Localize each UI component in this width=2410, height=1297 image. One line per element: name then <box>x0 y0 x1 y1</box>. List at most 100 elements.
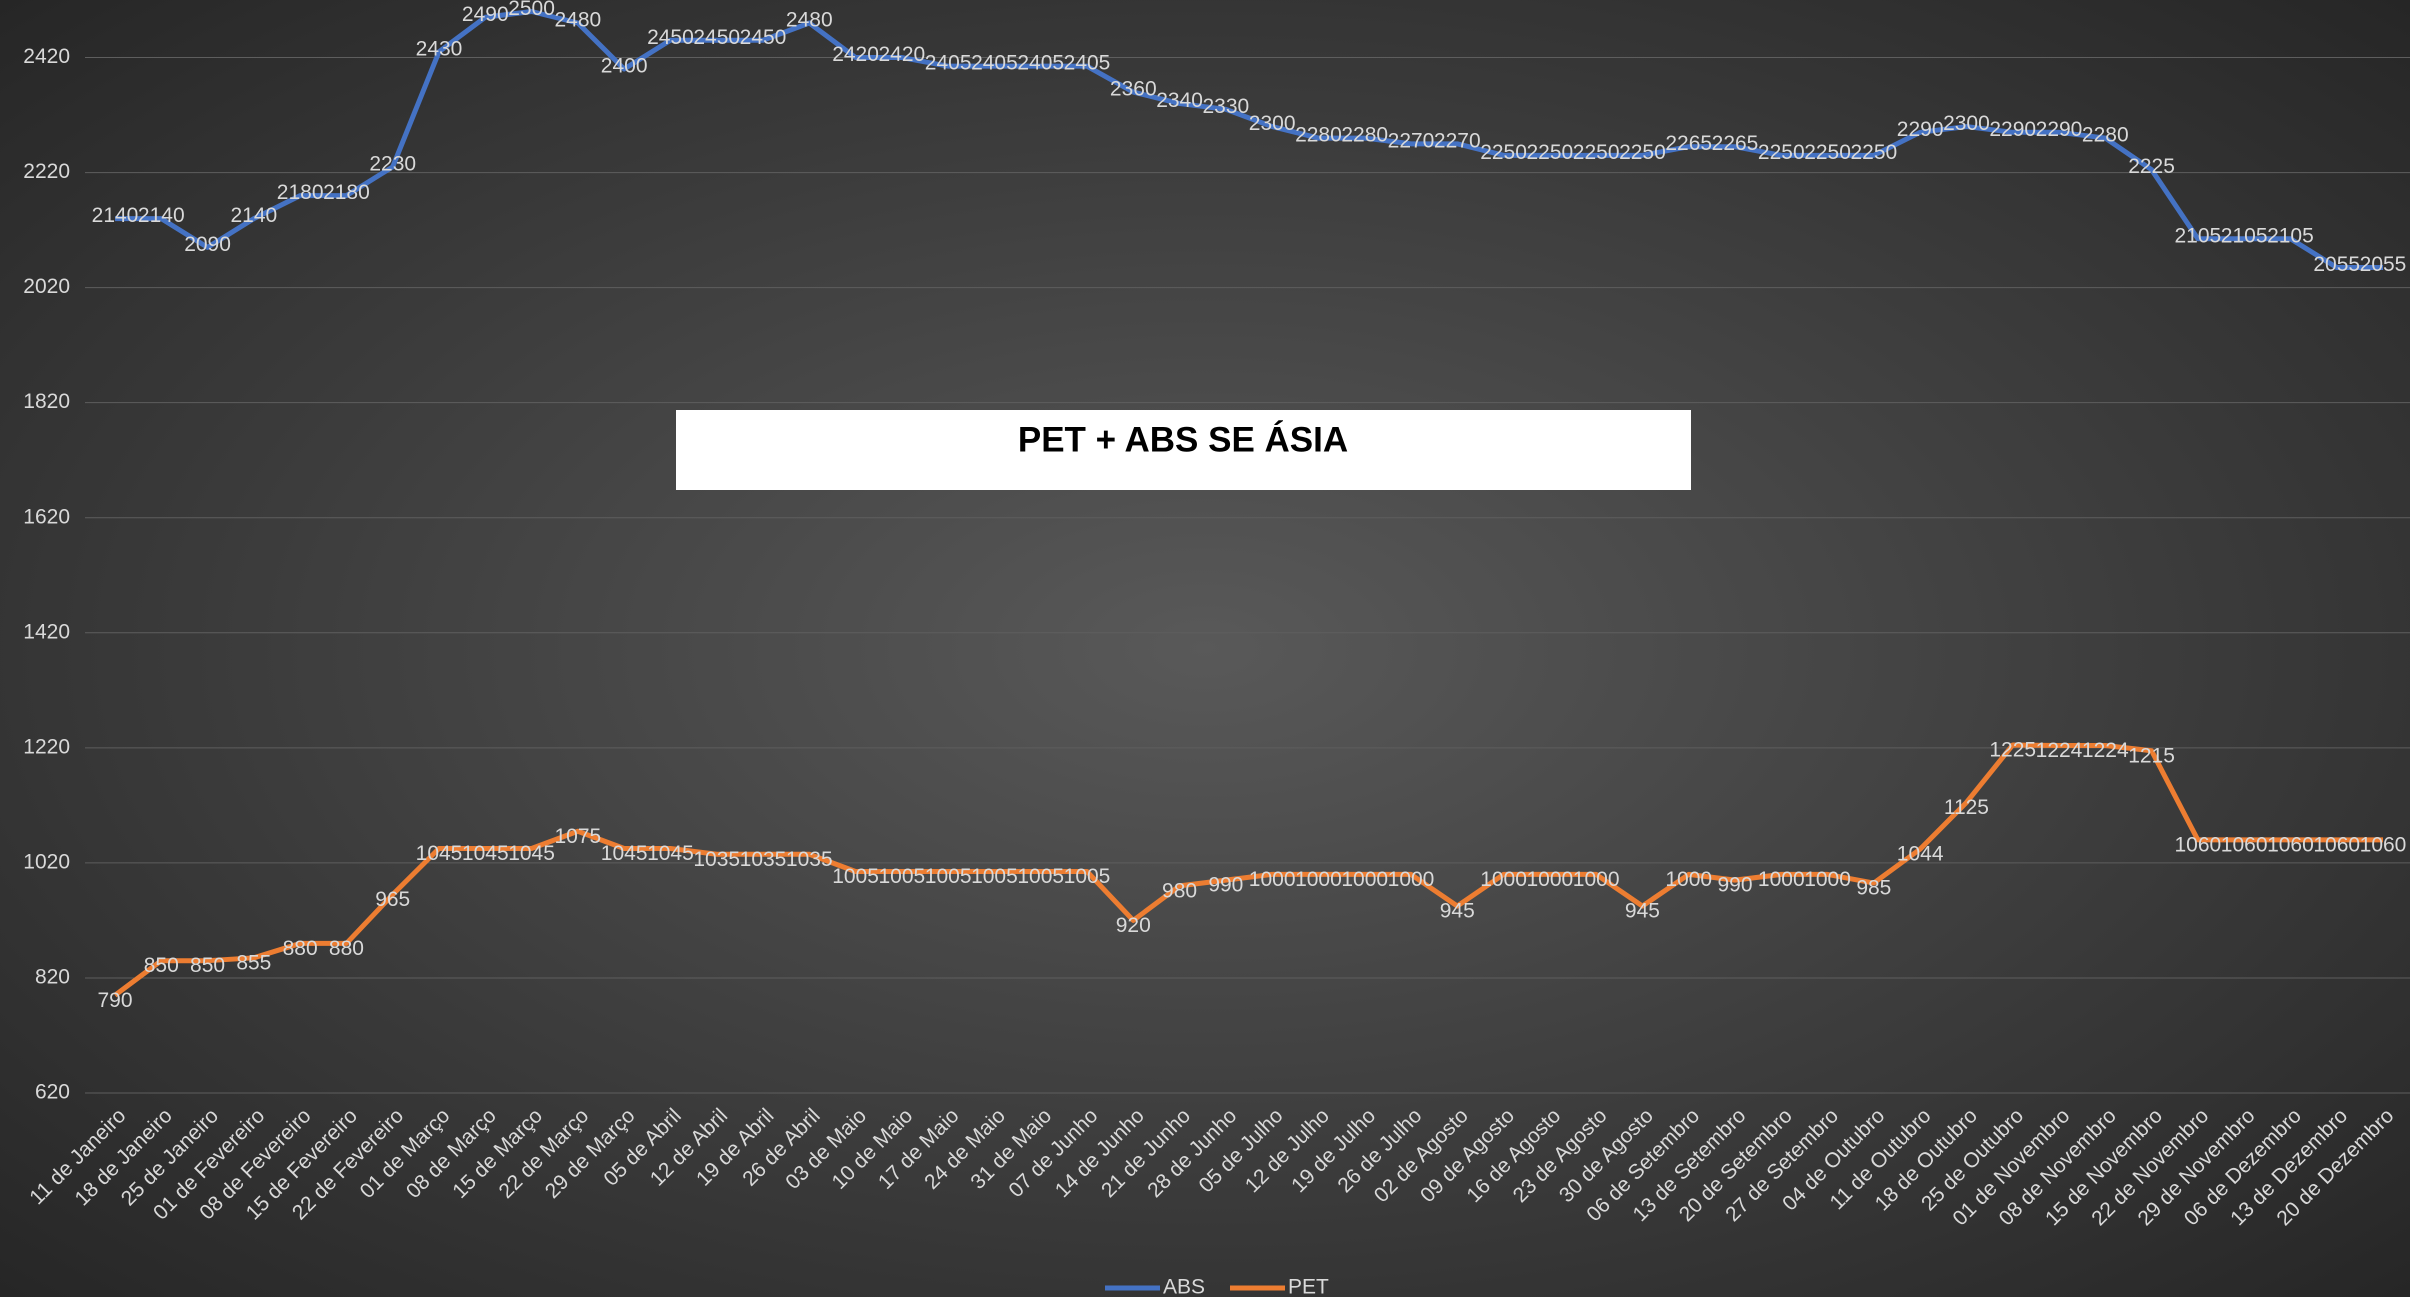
data-label: 1000 <box>1573 868 1620 891</box>
data-label: 2300 <box>1943 112 1990 135</box>
data-label: 1225 <box>1989 739 2036 762</box>
data-label: 2450 <box>647 26 694 49</box>
legend-label: ABS <box>1163 1276 1205 1297</box>
data-label: 2225 <box>2128 155 2175 178</box>
y-tick-label: 1820 <box>23 390 70 413</box>
data-label: 1005 <box>832 865 879 888</box>
data-label: 2420 <box>832 43 879 66</box>
y-tick-label: 2220 <box>23 160 70 183</box>
data-label: 2480 <box>554 9 601 32</box>
data-label: 2055 <box>2360 253 2407 276</box>
data-label: 2405 <box>1064 52 1111 75</box>
data-label: 2250 <box>1619 141 1666 164</box>
data-label: 980 <box>1162 879 1197 902</box>
data-label: 2280 <box>1341 124 1388 147</box>
data-label: 850 <box>190 954 225 977</box>
series-line <box>115 9 2383 270</box>
data-label: 855 <box>236 951 271 974</box>
data-label: 880 <box>283 937 318 960</box>
data-label: 2055 <box>2313 253 2360 276</box>
data-label: 1005 <box>1017 865 1064 888</box>
data-label: 2270 <box>1388 129 1435 152</box>
data-label: 1045 <box>647 842 694 865</box>
data-label: 2480 <box>786 9 833 32</box>
data-label: 1000 <box>1249 868 1296 891</box>
data-label: 985 <box>1856 877 1891 900</box>
data-label: 990 <box>1717 874 1752 897</box>
data-label: 1000 <box>1526 868 1573 891</box>
y-tick-label: 1020 <box>23 850 70 873</box>
y-tick-label: 620 <box>35 1081 70 1104</box>
data-label: 2450 <box>693 26 740 49</box>
data-label: 2140 <box>230 204 277 227</box>
data-label: 1045 <box>601 842 648 865</box>
data-label: 1005 <box>878 865 925 888</box>
data-label: 1035 <box>693 848 740 871</box>
data-label: 2330 <box>1202 95 1249 118</box>
data-label: 850 <box>144 954 179 977</box>
data-label: 2250 <box>1758 141 1805 164</box>
data-label: 2250 <box>1850 141 1897 164</box>
y-tick-label: 1620 <box>23 505 70 528</box>
data-label: 2280 <box>2082 124 2129 147</box>
data-label: 2250 <box>1526 141 1573 164</box>
data-label: 2400 <box>601 55 648 78</box>
data-label: 990 <box>1208 874 1243 897</box>
y-tick-label: 820 <box>35 965 70 988</box>
data-label: 2405 <box>1017 52 1064 75</box>
data-label: 2420 <box>878 43 925 66</box>
data-label: 2405 <box>925 52 972 75</box>
data-label: 1125 <box>1944 796 1989 819</box>
chart-title: PET + ABS SE ÁSIA <box>1018 419 1348 459</box>
data-label: 945 <box>1625 900 1660 923</box>
data-label: 1000 <box>1804 868 1851 891</box>
data-label: 880 <box>329 937 364 960</box>
y-tick-label: 2420 <box>23 45 70 68</box>
data-label: 2270 <box>1434 129 1481 152</box>
data-label: 1000 <box>1341 868 1388 891</box>
data-label: 2265 <box>1665 132 1712 155</box>
data-label: 2290 <box>2036 118 2083 141</box>
data-label: 790 <box>97 989 132 1012</box>
data-label: 2180 <box>323 181 370 204</box>
data-label: 1005 <box>971 865 1018 888</box>
data-label: 1045 <box>462 842 509 865</box>
data-label: 1215 <box>2128 744 2175 767</box>
data-label: 2105 <box>2221 224 2268 247</box>
data-label: 2090 <box>184 233 231 256</box>
data-label: 2300 <box>1249 112 1296 135</box>
data-label: 2290 <box>1989 118 2036 141</box>
data-label: 965 <box>375 888 410 911</box>
data-label: 1005 <box>925 865 972 888</box>
data-label: 1035 <box>786 848 833 871</box>
data-label: 1060 <box>2267 833 2314 856</box>
data-label: 1045 <box>416 842 463 865</box>
data-label: 2140 <box>138 204 185 227</box>
data-label: 1000 <box>1665 868 1712 891</box>
data-label: 2105 <box>2174 224 2221 247</box>
data-label: 2250 <box>1480 141 1527 164</box>
data-label: 1000 <box>1758 868 1805 891</box>
data-label: 2180 <box>277 181 324 204</box>
data-label: 2280 <box>1295 124 1342 147</box>
data-label: 2230 <box>369 152 416 175</box>
data-label: 1224 <box>2036 739 2083 762</box>
data-label: 1045 <box>508 842 555 865</box>
data-label: 2105 <box>2267 224 2314 247</box>
data-label: 2250 <box>1804 141 1851 164</box>
data-label: 945 <box>1440 900 1475 923</box>
data-label: 2430 <box>416 37 463 60</box>
data-label: 2500 <box>508 0 555 20</box>
data-label: 2490 <box>462 3 509 26</box>
data-label: 2405 <box>971 52 1018 75</box>
title-box <box>676 410 1691 490</box>
data-label: 1044 <box>1897 843 1944 866</box>
data-label: 2450 <box>740 26 787 49</box>
data-label: 1000 <box>1295 868 1342 891</box>
data-label: 2250 <box>1573 141 1620 164</box>
data-label: 2360 <box>1110 78 1157 101</box>
data-label: 2140 <box>92 204 139 227</box>
series-line <box>113 742 2383 998</box>
data-label: 2290 <box>1897 118 1944 141</box>
